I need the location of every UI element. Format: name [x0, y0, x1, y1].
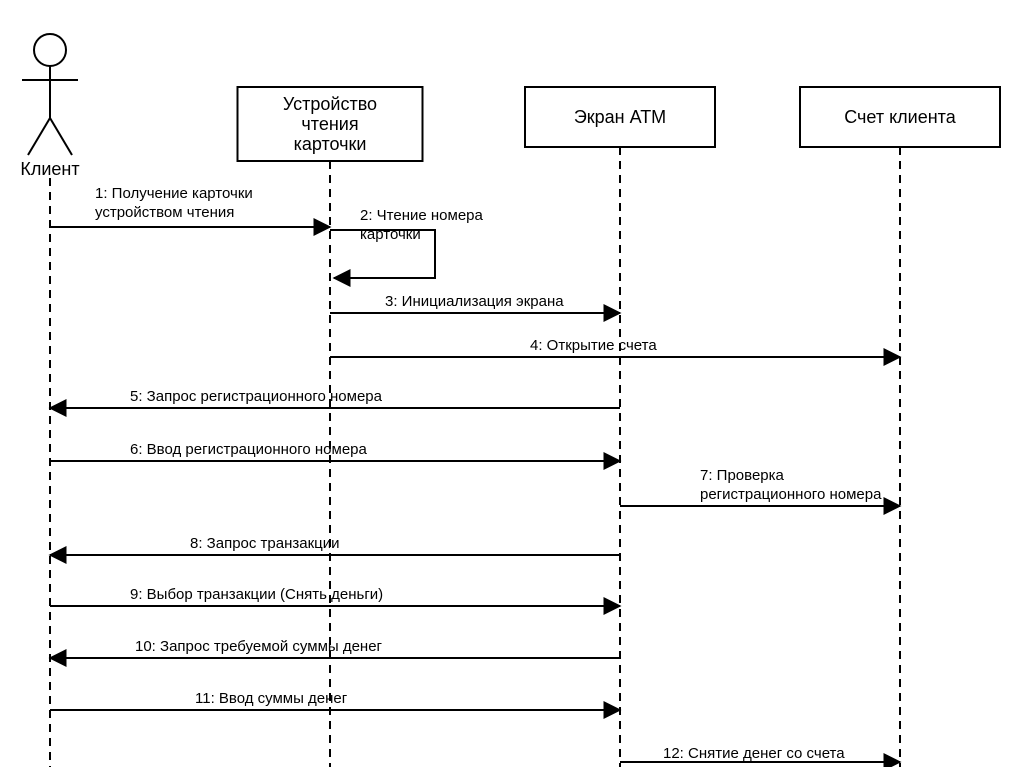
message-label-7: 7: Проверка: [700, 467, 785, 484]
actor-client: [22, 34, 78, 155]
message-label-1: 1: Получение карточки: [95, 185, 253, 202]
message-label2-7: регистрационного номера: [700, 486, 882, 503]
message-label-4: 4: Открытие счета: [530, 337, 657, 354]
message-label-10: 10: Запрос требуемой суммы денег: [135, 638, 383, 655]
participant-label-reader: Устройство: [283, 94, 377, 114]
message-label-8: 8: Запрос транзакции: [190, 535, 340, 552]
message-label-2: 2: Чтение номера: [360, 207, 484, 224]
message-label2-1: устройством чтения: [95, 204, 234, 221]
participant-label-reader: карточки: [294, 134, 367, 154]
message-label-12: 12: Снятие денег со счета: [663, 745, 845, 762]
participant-label-screen: Экран АТМ: [574, 107, 666, 127]
participant-label-account: Счет клиента: [844, 107, 956, 127]
sequence-diagram: КлиентУстройствочтениякарточкиЭкран АТМС…: [0, 0, 1024, 767]
message-label-11: 11: Ввод суммы денег: [195, 690, 348, 707]
message-label-9: 9: Выбор транзакции (Снять деньги): [130, 586, 383, 603]
message-label-3: 3: Инициализация экрана: [385, 293, 564, 310]
actor-label-client: Клиент: [20, 159, 79, 179]
message-label2-2: карточки: [360, 226, 421, 243]
message-label-5: 5: Запрос регистрационного номера: [130, 388, 383, 405]
message-label-6: 6: Ввод регистрационного номера: [130, 441, 368, 458]
participant-label-reader: чтения: [301, 114, 358, 134]
